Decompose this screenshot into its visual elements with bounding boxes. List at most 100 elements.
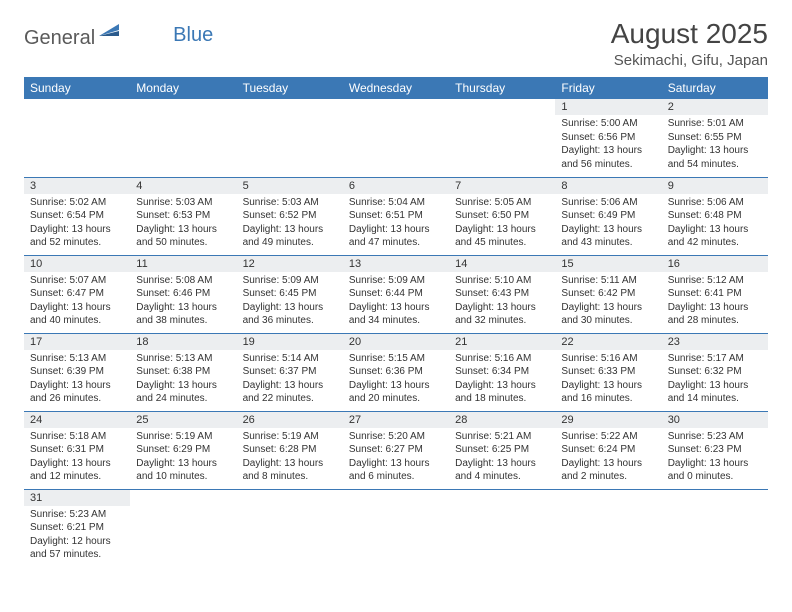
logo-text-blue: Blue <box>173 24 213 47</box>
calendar-week: 31Sunrise: 5:23 AMSunset: 6:21 PMDayligh… <box>24 489 768 567</box>
detail-line: Daylight: 13 hours <box>455 457 549 471</box>
day-number: 15 <box>555 256 661 272</box>
calendar-cell: 16Sunrise: 5:12 AMSunset: 6:41 PMDayligh… <box>662 255 768 333</box>
detail-line: and 50 minutes. <box>136 236 230 250</box>
detail-line: Daylight: 13 hours <box>243 223 337 237</box>
detail-line: Sunset: 6:54 PM <box>30 209 124 223</box>
day-number: 26 <box>237 412 343 428</box>
day-number: 20 <box>343 334 449 350</box>
detail-line: Sunrise: 5:08 AM <box>136 274 230 288</box>
detail-line: Daylight: 13 hours <box>30 457 124 471</box>
calendar-cell: 28Sunrise: 5:21 AMSunset: 6:25 PMDayligh… <box>449 411 555 489</box>
calendar-cell: 6Sunrise: 5:04 AMSunset: 6:51 PMDaylight… <box>343 177 449 255</box>
calendar-week: 3Sunrise: 5:02 AMSunset: 6:54 PMDaylight… <box>24 177 768 255</box>
day-details: Sunrise: 5:22 AMSunset: 6:24 PMDaylight:… <box>555 428 661 488</box>
day-details: Sunrise: 5:21 AMSunset: 6:25 PMDaylight:… <box>449 428 555 488</box>
day-details: Sunrise: 5:12 AMSunset: 6:41 PMDaylight:… <box>662 272 768 332</box>
detail-line: Sunrise: 5:16 AM <box>561 352 655 366</box>
detail-line: and 14 minutes. <box>668 392 762 406</box>
calendar-body: 1Sunrise: 5:00 AMSunset: 6:56 PMDaylight… <box>24 99 768 567</box>
detail-line: Daylight: 13 hours <box>561 379 655 393</box>
detail-line: and 36 minutes. <box>243 314 337 328</box>
detail-line: and 47 minutes. <box>349 236 443 250</box>
month-title: August 2025 <box>611 18 768 50</box>
weekday-header: Friday <box>555 77 661 99</box>
calendar-cell: 2Sunrise: 5:01 AMSunset: 6:55 PMDaylight… <box>662 99 768 177</box>
detail-line: Sunset: 6:46 PM <box>136 287 230 301</box>
detail-line: Daylight: 13 hours <box>455 379 549 393</box>
detail-line: Sunset: 6:55 PM <box>668 131 762 145</box>
detail-line: Sunset: 6:47 PM <box>30 287 124 301</box>
calendar-cell: 19Sunrise: 5:14 AMSunset: 6:37 PMDayligh… <box>237 333 343 411</box>
detail-line: Daylight: 13 hours <box>455 301 549 315</box>
calendar-cell <box>555 489 661 567</box>
day-details: Sunrise: 5:14 AMSunset: 6:37 PMDaylight:… <box>237 350 343 410</box>
detail-line: Daylight: 13 hours <box>561 144 655 158</box>
detail-line: Daylight: 13 hours <box>668 379 762 393</box>
detail-line: Sunset: 6:45 PM <box>243 287 337 301</box>
day-details: Sunrise: 5:09 AMSunset: 6:45 PMDaylight:… <box>237 272 343 332</box>
detail-line: and 26 minutes. <box>30 392 124 406</box>
detail-line: and 40 minutes. <box>30 314 124 328</box>
calendar-cell: 8Sunrise: 5:06 AMSunset: 6:49 PMDaylight… <box>555 177 661 255</box>
day-details: Sunrise: 5:03 AMSunset: 6:53 PMDaylight:… <box>130 194 236 254</box>
detail-line: Sunset: 6:52 PM <box>243 209 337 223</box>
calendar-cell: 12Sunrise: 5:09 AMSunset: 6:45 PMDayligh… <box>237 255 343 333</box>
header: General Blue August 2025 Sekimachi, Gifu… <box>24 18 768 69</box>
calendar-cell: 13Sunrise: 5:09 AMSunset: 6:44 PMDayligh… <box>343 255 449 333</box>
detail-line: Sunrise: 5:13 AM <box>30 352 124 366</box>
day-number: 17 <box>24 334 130 350</box>
flag-icon <box>99 24 121 43</box>
detail-line: and 12 minutes. <box>30 470 124 484</box>
detail-line: Sunrise: 5:04 AM <box>349 196 443 210</box>
day-number: 6 <box>343 178 449 194</box>
detail-line: and 42 minutes. <box>668 236 762 250</box>
detail-line: Sunrise: 5:19 AM <box>243 430 337 444</box>
detail-line: Sunset: 6:42 PM <box>561 287 655 301</box>
calendar-cell: 24Sunrise: 5:18 AMSunset: 6:31 PMDayligh… <box>24 411 130 489</box>
day-number: 22 <box>555 334 661 350</box>
detail-line: Daylight: 13 hours <box>349 301 443 315</box>
logo: General Blue <box>24 24 213 53</box>
day-details: Sunrise: 5:15 AMSunset: 6:36 PMDaylight:… <box>343 350 449 410</box>
calendar-cell: 15Sunrise: 5:11 AMSunset: 6:42 PMDayligh… <box>555 255 661 333</box>
calendar-cell: 23Sunrise: 5:17 AMSunset: 6:32 PMDayligh… <box>662 333 768 411</box>
detail-line: Sunset: 6:44 PM <box>349 287 443 301</box>
detail-line: Sunset: 6:21 PM <box>30 521 124 535</box>
calendar-week: 17Sunrise: 5:13 AMSunset: 6:39 PMDayligh… <box>24 333 768 411</box>
calendar-cell: 10Sunrise: 5:07 AMSunset: 6:47 PMDayligh… <box>24 255 130 333</box>
calendar-cell: 30Sunrise: 5:23 AMSunset: 6:23 PMDayligh… <box>662 411 768 489</box>
detail-line: Sunset: 6:49 PM <box>561 209 655 223</box>
calendar-cell: 18Sunrise: 5:13 AMSunset: 6:38 PMDayligh… <box>130 333 236 411</box>
calendar-header: SundayMondayTuesdayWednesdayThursdayFrid… <box>24 77 768 99</box>
calendar-cell <box>449 489 555 567</box>
day-details: Sunrise: 5:16 AMSunset: 6:33 PMDaylight:… <box>555 350 661 410</box>
detail-line: and 32 minutes. <box>455 314 549 328</box>
detail-line: Sunrise: 5:20 AM <box>349 430 443 444</box>
day-number: 13 <box>343 256 449 272</box>
day-number: 12 <box>237 256 343 272</box>
detail-line: Sunset: 6:34 PM <box>455 365 549 379</box>
detail-line: and 4 minutes. <box>455 470 549 484</box>
detail-line: and 22 minutes. <box>243 392 337 406</box>
weekday-header: Sunday <box>24 77 130 99</box>
detail-line: Daylight: 12 hours <box>30 535 124 549</box>
day-number: 27 <box>343 412 449 428</box>
day-number: 2 <box>662 99 768 115</box>
location-text: Sekimachi, Gifu, Japan <box>611 52 768 69</box>
detail-line: Daylight: 13 hours <box>243 301 337 315</box>
calendar-cell <box>130 99 236 177</box>
detail-line: and 6 minutes. <box>349 470 443 484</box>
day-number: 1 <box>555 99 661 115</box>
detail-line: Sunset: 6:41 PM <box>668 287 762 301</box>
detail-line: Sunset: 6:53 PM <box>136 209 230 223</box>
detail-line: Sunrise: 5:06 AM <box>668 196 762 210</box>
day-number: 11 <box>130 256 236 272</box>
day-number: 9 <box>662 178 768 194</box>
detail-line: and 54 minutes. <box>668 158 762 172</box>
calendar-cell: 7Sunrise: 5:05 AMSunset: 6:50 PMDaylight… <box>449 177 555 255</box>
detail-line: Sunrise: 5:12 AM <box>668 274 762 288</box>
day-details: Sunrise: 5:16 AMSunset: 6:34 PMDaylight:… <box>449 350 555 410</box>
calendar-cell: 21Sunrise: 5:16 AMSunset: 6:34 PMDayligh… <box>449 333 555 411</box>
day-details: Sunrise: 5:00 AMSunset: 6:56 PMDaylight:… <box>555 115 661 175</box>
